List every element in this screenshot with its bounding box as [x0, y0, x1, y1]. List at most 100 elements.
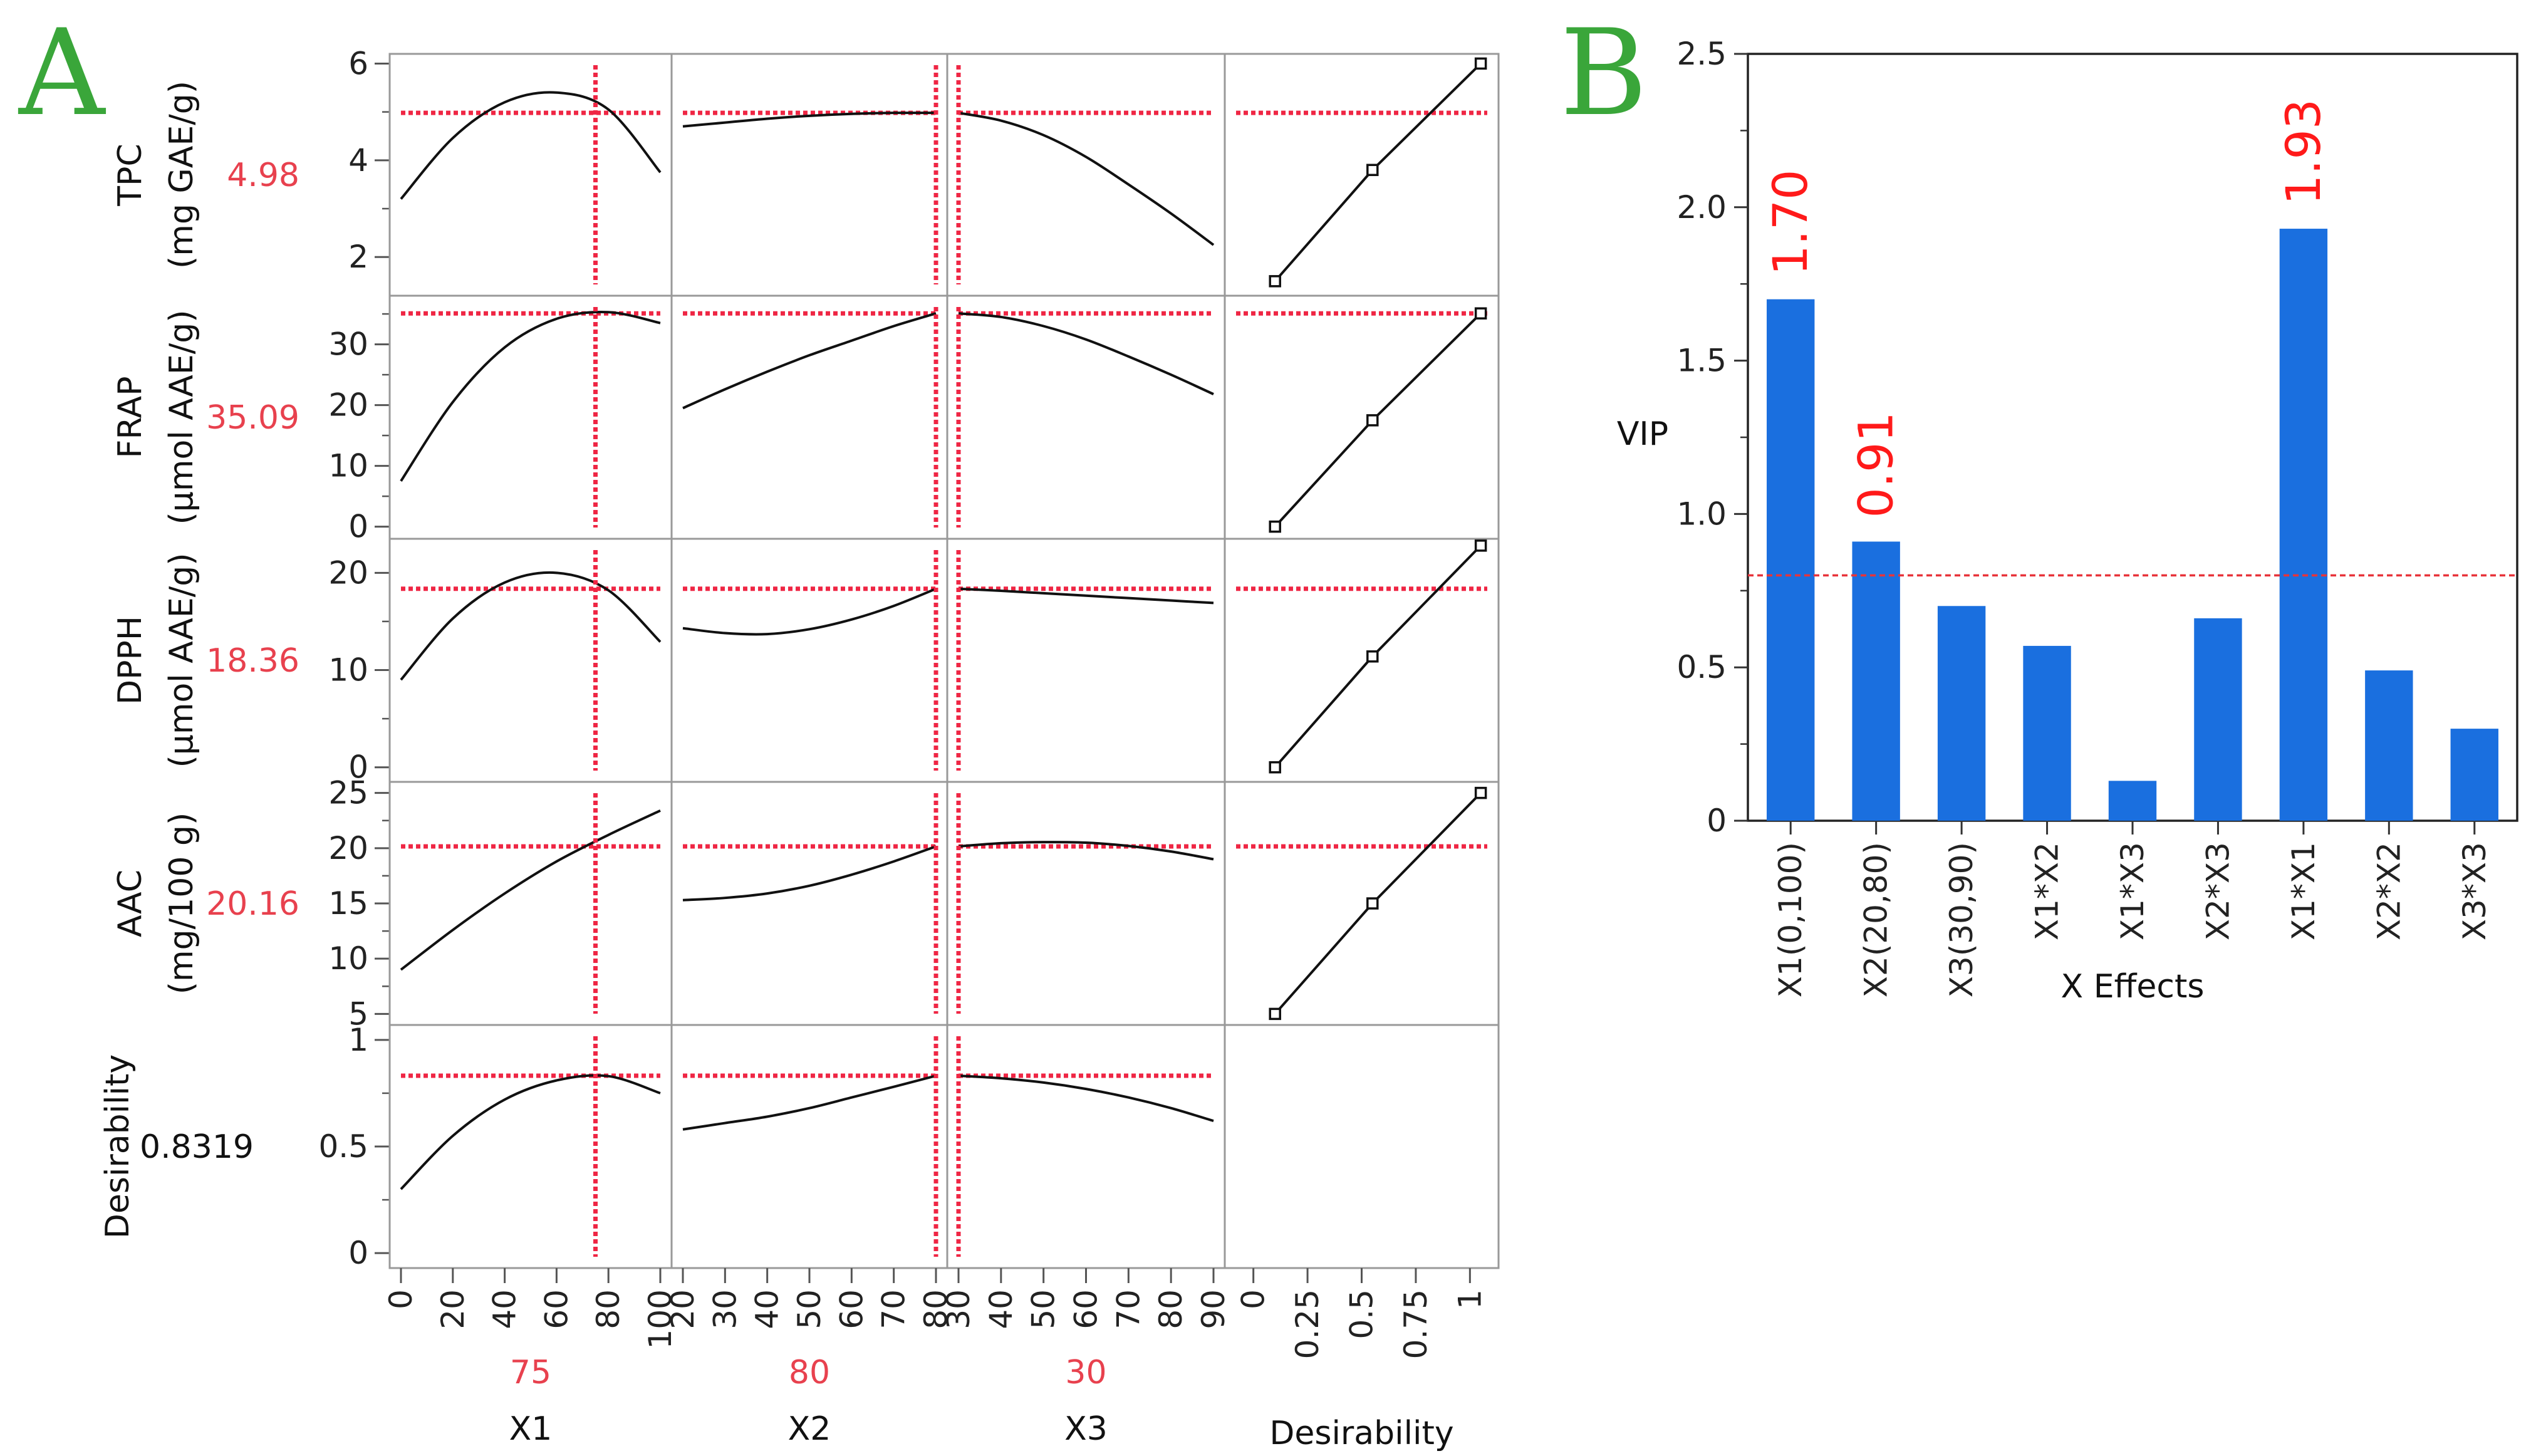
desirability-handle-marker [1269, 761, 1281, 774]
y-tick-label: 1.5 [1676, 343, 1727, 379]
response-unit-label: (µmol AAE/g) [163, 309, 200, 524]
prediction-trace-curve [682, 112, 937, 128]
x-tick-label: 0 [1235, 1289, 1272, 1309]
profile-cell-frame [670, 294, 948, 540]
desirability-handle-marker [1474, 786, 1487, 799]
x-tick-label: 50 [791, 1289, 828, 1329]
x-tick-label: X2(20,80) [1858, 842, 1894, 997]
y-tick-label: 25 [328, 775, 368, 811]
desirability-handle-marker [1366, 650, 1379, 663]
x-tick-label: 0 [383, 1289, 419, 1309]
profile-cell-frame [946, 781, 1226, 1026]
factor-current-value: 30 [1065, 1354, 1106, 1391]
prediction-trace-curve [400, 91, 662, 200]
profile-cell-frame [388, 1024, 673, 1269]
response-unit-label: (µmol AAE/g) [163, 553, 200, 767]
x-tick-label: 70 [1110, 1289, 1146, 1329]
prediction-trace-curve [958, 1074, 1214, 1123]
factor-name-label: X1 [509, 1410, 553, 1448]
profile-cell-frame [388, 781, 673, 1026]
y-tick-label: 0 [348, 1235, 368, 1271]
profile-cell-frame [1224, 538, 1500, 783]
response-name-label: TPC [112, 143, 149, 206]
y-tick-label: 0.5 [1676, 649, 1727, 685]
response-name-label: Desirability [99, 1054, 137, 1239]
x-axis-label: X Effects [2061, 968, 2205, 1006]
response-name-label: DPPH [112, 616, 149, 705]
vip-bar [1767, 299, 1815, 821]
response-current-value: 4.98 [227, 157, 299, 194]
x-tick-label: 40 [749, 1289, 786, 1329]
x-tick-label: 90 [1195, 1289, 1232, 1329]
vip-bar [1937, 606, 1986, 821]
prediction-trace-curve [958, 587, 1214, 605]
vip-bar-chart-panel: B 0 0.5 1.0 1.5 2.0 2.5 VIP X1(0,100) 1.70 X2(20,… [1560, 4, 2518, 1006]
prediction-trace-curve [682, 312, 937, 410]
x-tick-label: 60 [538, 1289, 574, 1329]
x-tick-label: 80 [918, 1289, 954, 1329]
x-tick-label: 60 [833, 1289, 870, 1329]
x-tick-label: 80 [1153, 1289, 1189, 1329]
prediction-trace-curve [400, 809, 661, 971]
x-tick-label: 100 [642, 1289, 678, 1349]
desirability-handle-marker [1269, 1007, 1281, 1021]
profile-cell-frame [670, 1024, 948, 1269]
prediction-trace-curve [958, 841, 1214, 861]
desirability-handle-marker [1366, 164, 1379, 177]
desirability-handle-marker [1269, 275, 1281, 288]
desirability-handle-marker [1474, 539, 1487, 552]
profile-cell-frame [1224, 1024, 1500, 1269]
y-tick-label: 10 [328, 940, 368, 977]
desirability-handle-marker [1474, 307, 1487, 320]
x-tick-label: 80 [590, 1289, 626, 1329]
y-tick-label: 2.5 [1676, 36, 1727, 72]
response-unit-label: (mg/100 g) [163, 813, 200, 995]
x-tick-label: X1*X3 [2114, 842, 2151, 940]
response-name-label: FRAP [112, 377, 149, 459]
profile-cell-frame [1224, 53, 1500, 297]
x-tick-label: X2*X2 [2371, 842, 2407, 940]
x-tick-label: 60 [1068, 1289, 1104, 1329]
x-tick-label: 20 [435, 1289, 471, 1329]
y-tick-label: 2.0 [1676, 189, 1727, 226]
x-tick-label: 70 [876, 1289, 912, 1329]
profile-cell-frame [946, 1024, 1226, 1269]
x-tick-label: 0.75 [1398, 1289, 1434, 1359]
x-tick-label: X3*X3 [2456, 842, 2493, 940]
prediction-trace-curve [400, 571, 662, 681]
y-tick-label: 4 [348, 142, 368, 179]
factor-current-value: 80 [789, 1354, 830, 1391]
x-tick-label: 30 [940, 1289, 977, 1329]
y-tick-label: 1 [348, 1022, 368, 1058]
y-tick-label: 20 [328, 830, 368, 866]
vip-bar [2279, 229, 2328, 821]
bar-value-label: 1.93 [2275, 99, 2331, 205]
x-tick-label: 20 [665, 1289, 701, 1329]
prediction-trace-curve [958, 312, 1214, 395]
response-name-label: AAC [112, 870, 149, 937]
prediction-trace-curve [682, 845, 937, 902]
y-tick-label: 0 [1707, 803, 1727, 839]
y-tick-label: 0 [348, 749, 368, 786]
x-tick-label: X1*X1 [2285, 842, 2322, 940]
desirability-handle-marker [1366, 897, 1379, 910]
panel-a-letter: A [18, 4, 107, 142]
x-tick-label: 40 [983, 1289, 1019, 1329]
y-tick-label: 15 [328, 885, 368, 922]
factor-name-label: X3 [1064, 1410, 1108, 1448]
prediction-trace-curve [682, 1074, 937, 1131]
prediction-trace-curve [400, 1074, 661, 1190]
prediction-trace-curve [958, 112, 1215, 246]
vip-bar [2450, 729, 2498, 821]
y-tick-label: 10 [328, 652, 368, 689]
response-current-value: 20.16 [206, 885, 299, 923]
profile-cell-frame [388, 294, 673, 540]
profile-cell-frame [946, 53, 1226, 297]
profile-cell-frame [1224, 294, 1500, 540]
profile-cell-frame [946, 538, 1226, 783]
profile-cell-frame [388, 53, 673, 297]
bar-value-label: 0.91 [1848, 412, 1904, 517]
y-tick-label: 20 [328, 554, 368, 591]
